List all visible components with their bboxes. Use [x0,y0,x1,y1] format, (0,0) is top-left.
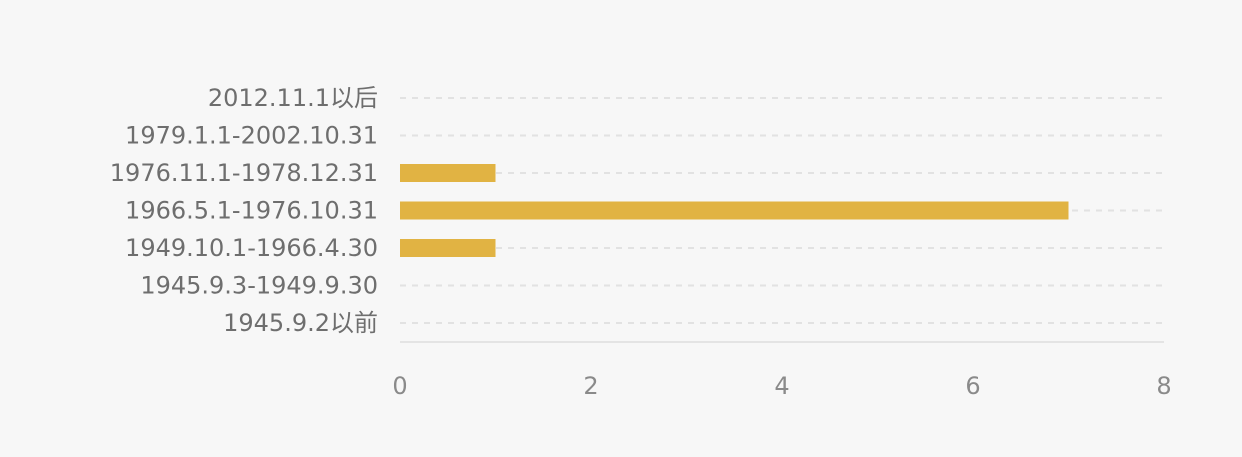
x-tick-label: 0 [392,372,407,400]
category-label: 1945.9.2以前 [223,309,378,337]
category-label: 1979.1.1-2002.10.31 [125,122,378,150]
x-tick-labels: 0 2 4 6 8 [392,372,1171,400]
bar[interactable] [400,239,496,257]
category-label: 1945.9.3-1949.9.30 [140,272,378,300]
x-tick-label: 8 [1156,372,1171,400]
bar[interactable] [400,164,496,182]
x-tick-label: 4 [774,372,789,400]
x-tick-label: 2 [583,372,598,400]
category-label: 1966.5.1-1976.10.31 [125,197,378,225]
x-tick-label: 6 [965,372,980,400]
category-labels: 2012.11.1以后 1979.1.1-2002.10.31 1976.11.1-… [110,84,378,337]
bar[interactable] [400,201,1069,220]
category-label: 1976.11.1-1978.12.31 [110,159,378,187]
category-label: 1949.10.1-1966.4.30 [125,234,378,262]
category-label: 2012.11.1以后 [208,84,378,112]
bars [400,164,1069,257]
